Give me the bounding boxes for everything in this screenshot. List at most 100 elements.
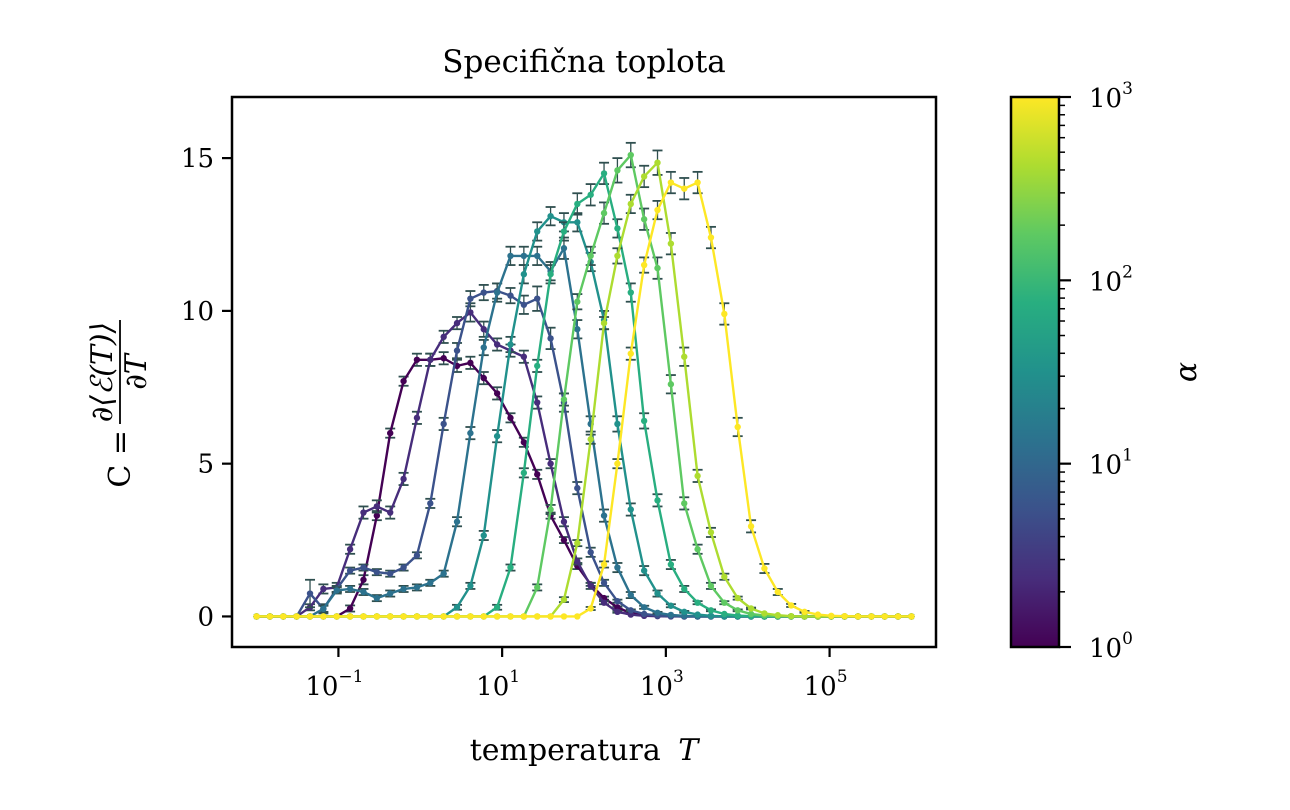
data-point xyxy=(667,179,675,186)
data-point xyxy=(868,613,875,620)
data-point xyxy=(734,612,741,619)
data-point xyxy=(600,579,608,587)
data-point xyxy=(721,599,728,606)
data-point xyxy=(694,546,701,553)
data-point xyxy=(333,587,340,594)
data-point xyxy=(534,471,541,478)
data-point xyxy=(547,271,554,278)
data-point xyxy=(387,590,394,597)
data-point xyxy=(894,613,902,620)
data-point xyxy=(667,561,675,568)
data-point xyxy=(640,610,648,618)
data-point xyxy=(387,613,394,620)
data-point xyxy=(828,612,835,620)
data-point xyxy=(547,613,554,620)
data-point xyxy=(614,604,621,611)
series-α=31.6 xyxy=(253,206,915,620)
data-point xyxy=(560,536,568,544)
data-point xyxy=(854,613,862,620)
data-point xyxy=(667,240,675,247)
data-point xyxy=(681,608,688,616)
y-tick-label: 0 xyxy=(197,602,214,632)
data-point xyxy=(694,599,701,606)
data-point xyxy=(413,584,421,591)
data-point xyxy=(654,497,661,504)
data-point xyxy=(681,185,688,192)
data-point xyxy=(627,200,634,208)
data-point xyxy=(453,604,461,611)
y-axis-label-lhs: C = xyxy=(103,430,138,488)
data-point xyxy=(467,582,474,590)
data-point xyxy=(467,295,474,302)
data-point xyxy=(640,567,648,574)
data-point xyxy=(360,613,367,620)
data-point xyxy=(387,509,394,516)
data-point xyxy=(881,613,888,620)
data-point xyxy=(587,191,594,198)
data-point xyxy=(600,599,608,606)
x-axis: 10−1 101 103 105 xyxy=(305,647,848,702)
colorbar-tick-label: 103 xyxy=(1089,79,1133,114)
data-point xyxy=(346,585,354,593)
data-point xyxy=(346,546,354,553)
colorbar xyxy=(1009,95,1061,649)
data-point xyxy=(654,206,661,214)
data-point xyxy=(654,590,661,597)
data-point xyxy=(574,219,581,226)
data-point xyxy=(654,264,661,272)
data-point xyxy=(400,564,407,571)
y-tick-label: 15 xyxy=(181,144,214,174)
data-point xyxy=(560,613,568,620)
data-point xyxy=(440,333,447,341)
data-point xyxy=(681,353,688,360)
data-point xyxy=(480,326,487,333)
data-point xyxy=(480,344,487,351)
y-tick-label: 5 xyxy=(197,450,214,480)
data-point xyxy=(373,613,381,620)
data-point xyxy=(480,374,487,382)
data-point xyxy=(600,512,608,519)
series-line xyxy=(256,181,912,618)
data-point xyxy=(587,582,594,590)
data-point xyxy=(493,613,501,620)
data-point xyxy=(574,200,581,208)
data-point xyxy=(346,605,354,612)
data-point xyxy=(306,613,314,620)
data-point xyxy=(707,529,715,536)
data-point xyxy=(654,609,661,616)
data-point xyxy=(534,228,541,235)
data-point xyxy=(787,602,795,609)
colorbar-tick-label: 102 xyxy=(1089,262,1133,297)
data-point xyxy=(734,594,741,602)
data-point xyxy=(747,610,755,618)
data-point xyxy=(480,289,487,296)
data-point xyxy=(440,570,447,577)
x-tick-label: 105 xyxy=(804,667,848,702)
data-point xyxy=(534,584,541,591)
data-point xyxy=(614,460,621,467)
data-point xyxy=(801,613,808,620)
data-point xyxy=(480,532,487,539)
data-point xyxy=(721,310,728,318)
data-point xyxy=(507,341,514,348)
data-point xyxy=(600,170,608,177)
data-point xyxy=(908,613,915,620)
data-point xyxy=(640,216,648,223)
data-point xyxy=(640,604,648,611)
data-point xyxy=(346,567,354,574)
data-point xyxy=(587,252,594,260)
data-point xyxy=(413,414,421,422)
data-point xyxy=(520,439,528,446)
data-point xyxy=(467,359,474,367)
data-point xyxy=(774,612,781,619)
data-point xyxy=(587,549,594,556)
data-point xyxy=(560,228,568,235)
data-point xyxy=(667,611,675,619)
data-point xyxy=(707,582,715,590)
data-point xyxy=(373,503,381,510)
data-point xyxy=(721,610,728,618)
data-point xyxy=(507,414,514,422)
series-line xyxy=(256,153,912,618)
data-point xyxy=(614,225,621,232)
